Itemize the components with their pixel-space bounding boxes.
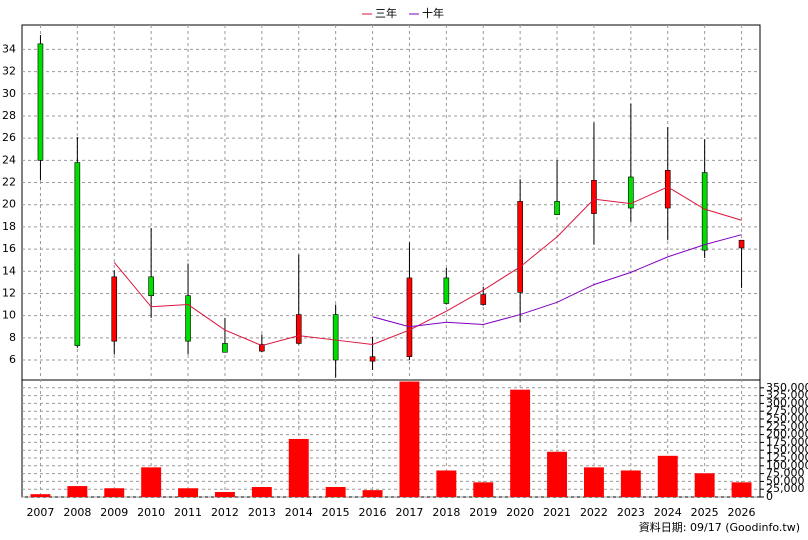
- candle-body: [480, 294, 487, 305]
- y2-tick-label: 50,000: [766, 474, 805, 487]
- y2-tick-label: 325,000: [766, 389, 808, 402]
- volume-bar: [694, 473, 715, 497]
- plot-frame: [21, 24, 761, 498]
- y-tick-label: 8: [9, 331, 16, 344]
- volume-bar: [399, 381, 420, 497]
- candle-body: [37, 43, 44, 161]
- x-tick-label: 2015: [322, 506, 350, 519]
- x-tick-label: 2008: [63, 506, 91, 519]
- y-tick-label: 30: [2, 87, 16, 100]
- y2-tick-label: 75,000: [766, 467, 805, 480]
- candle-body: [701, 172, 708, 251]
- x-tick-label: 2017: [395, 506, 423, 519]
- candle-body: [738, 239, 745, 249]
- y-tick-label: 24: [2, 153, 16, 166]
- y-tick-label: 26: [2, 131, 16, 144]
- x-tick-label: 2025: [691, 506, 719, 519]
- volume-bar: [214, 492, 235, 497]
- x-tick-label: 2007: [26, 506, 54, 519]
- x-tick-label: 2023: [617, 506, 645, 519]
- volume-bar: [583, 467, 604, 497]
- y2-tick-label: 200,000: [766, 428, 808, 441]
- candle-body: [148, 276, 154, 296]
- x-tick-label: 2024: [654, 506, 682, 519]
- y-tick-label: 34: [2, 42, 16, 55]
- y2-tick-label: 175,000: [766, 435, 808, 448]
- y-tick-label: 14: [2, 264, 16, 277]
- volume-bar: [510, 389, 531, 497]
- y-tick-label: 10: [2, 309, 16, 322]
- x-tick-label: 2020: [506, 506, 534, 519]
- y2-tick-label: 100,000: [766, 459, 808, 472]
- candle-body: [517, 201, 523, 293]
- candle-body: [295, 314, 302, 344]
- y2-tick-label: 25,000: [766, 482, 805, 495]
- x-tick-label: 2016: [359, 506, 387, 519]
- volume-bar: [67, 486, 88, 497]
- x-tick-label: 2021: [543, 506, 571, 519]
- candle-body: [369, 356, 376, 362]
- candle-body: [554, 201, 560, 216]
- candle-body: [591, 180, 597, 214]
- source-note: 資料日期: 09/17 (Goodinfo.tw): [639, 520, 800, 534]
- volume-bar: [436, 470, 457, 497]
- y2-tick-label: 275,000: [766, 404, 808, 417]
- volume-bar: [620, 470, 641, 497]
- candle-body: [185, 295, 191, 342]
- y-tick-label: 18: [2, 220, 16, 233]
- y2-tick-label: 225,000: [766, 420, 808, 433]
- volume-bar: [251, 487, 272, 497]
- volume-bar: [141, 467, 162, 497]
- candle-body: [222, 343, 228, 353]
- x-tick-label: 2009: [100, 506, 128, 519]
- volume-bar: [30, 494, 51, 497]
- x-tick-label: 2013: [248, 506, 276, 519]
- ma-line: [372, 234, 742, 328]
- x-tick-label: 2014: [285, 506, 313, 519]
- x-tick-label: 2010: [137, 506, 165, 519]
- volume-bar: [547, 451, 568, 497]
- y2-tick-label: 300,000: [766, 396, 808, 409]
- candle-body: [664, 170, 671, 209]
- y-tick-label: 20: [2, 198, 16, 211]
- candle-body: [443, 277, 450, 304]
- y2-tick-label: 150,000: [766, 443, 808, 456]
- candle-body: [111, 276, 118, 342]
- y-tick-label: 22: [2, 176, 16, 189]
- y2-tick-label: 0: [766, 490, 773, 503]
- legend-label: 十年: [422, 6, 444, 20]
- x-tick-label: 2012: [211, 506, 239, 519]
- volume-bar: [178, 488, 199, 497]
- x-tick-label: 2019: [469, 506, 497, 519]
- y-tick-label: 32: [2, 65, 16, 78]
- volume-bar: [288, 438, 309, 497]
- x-tick-label: 2018: [432, 506, 460, 519]
- x-tick-label: 2011: [174, 506, 202, 519]
- y-tick-label: 28: [2, 109, 16, 122]
- candle-body: [74, 162, 81, 346]
- volume-bar: [473, 482, 494, 497]
- y2-tick-label: 250,000: [766, 412, 808, 425]
- y-tick-label: 16: [2, 242, 16, 255]
- x-tick-label: 2026: [728, 506, 756, 519]
- candle-body: [406, 277, 413, 358]
- legend-label: 三年: [375, 6, 397, 20]
- candle-body: [628, 176, 634, 209]
- x-tick-label: 2022: [580, 506, 608, 519]
- y2-tick-label: 125,000: [766, 451, 808, 464]
- volume-bar: [104, 488, 125, 497]
- ma-line: [113, 186, 742, 347]
- candle-body: [259, 344, 265, 352]
- candle-body: [332, 314, 339, 361]
- volume-bar: [657, 455, 678, 497]
- volume-bar: [731, 482, 752, 497]
- volume-bar: [362, 490, 383, 497]
- volume-bar: [325, 487, 346, 497]
- y2-tick-label: 350,000: [766, 381, 808, 394]
- y-tick-label: 12: [2, 286, 16, 299]
- y-tick-label: 6: [9, 353, 16, 366]
